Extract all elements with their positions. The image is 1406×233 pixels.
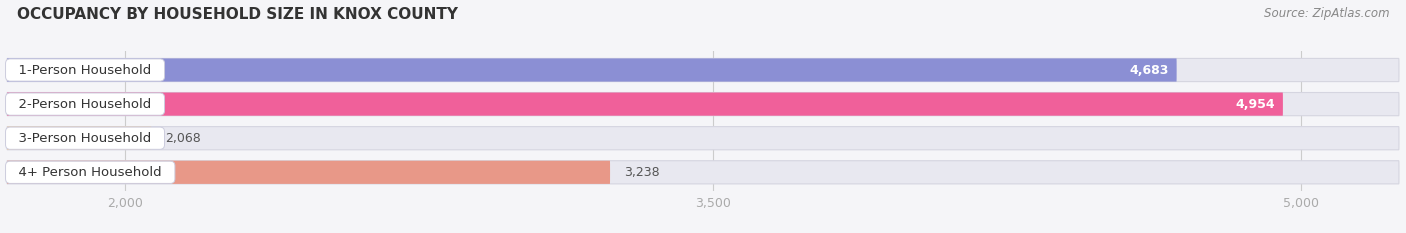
FancyBboxPatch shape: [7, 161, 1399, 184]
FancyBboxPatch shape: [7, 161, 610, 184]
Text: 3-Person Household: 3-Person Household: [10, 132, 160, 145]
FancyBboxPatch shape: [7, 127, 1399, 150]
FancyBboxPatch shape: [7, 58, 1177, 82]
Text: 4,954: 4,954: [1236, 98, 1275, 111]
FancyBboxPatch shape: [7, 93, 1282, 116]
Text: 2,068: 2,068: [165, 132, 201, 145]
Text: 4,683: 4,683: [1129, 64, 1168, 76]
Text: 4+ Person Household: 4+ Person Household: [10, 166, 170, 179]
FancyBboxPatch shape: [7, 58, 1399, 82]
FancyBboxPatch shape: [7, 127, 152, 150]
Text: Source: ZipAtlas.com: Source: ZipAtlas.com: [1264, 7, 1389, 20]
Text: 2-Person Household: 2-Person Household: [10, 98, 160, 111]
Text: OCCUPANCY BY HOUSEHOLD SIZE IN KNOX COUNTY: OCCUPANCY BY HOUSEHOLD SIZE IN KNOX COUN…: [17, 7, 458, 22]
Text: 3,238: 3,238: [624, 166, 659, 179]
Text: 1-Person Household: 1-Person Household: [10, 64, 160, 76]
FancyBboxPatch shape: [7, 93, 1399, 116]
